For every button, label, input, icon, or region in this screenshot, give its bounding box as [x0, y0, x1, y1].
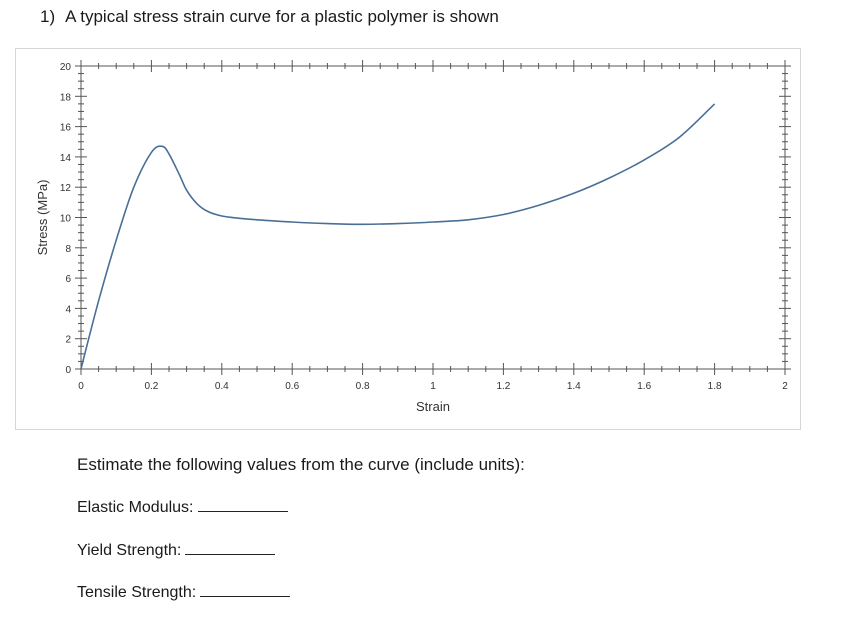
- y-tick-label: 12: [60, 183, 72, 194]
- elastic-modulus-field: Elastic Modulus:: [77, 497, 288, 517]
- x-tick-label: 0.8: [356, 381, 370, 392]
- x-axis-label: Strain: [416, 399, 450, 414]
- chart-frame: 0 2 4 6 8 10 12 14 16 18 20 0 0.2 0.4 0.6 0.8 1 1.2 1.4 1.6…: [15, 48, 801, 430]
- y-axis-label: Stress (MPa): [35, 180, 50, 256]
- y-tick-label: 20: [60, 62, 72, 73]
- x-tick-label: 0.4: [215, 381, 229, 392]
- elastic-modulus-label: Elastic Modulus:: [77, 499, 194, 516]
- tensile-strength-blank[interactable]: [200, 582, 291, 597]
- y-tick-label: 2: [65, 335, 71, 346]
- y-tick-label: 18: [60, 92, 72, 103]
- x-tick-label: 1.4: [567, 381, 581, 392]
- x-tick-label: 0.2: [144, 381, 158, 392]
- chart-axes: [80, 65, 786, 370]
- x-tick-label: 1: [430, 381, 436, 392]
- y-tick-label: 0: [65, 365, 71, 376]
- y-tick-label: 6: [65, 274, 71, 285]
- tensile-strength-field: Tensile Strength:: [77, 582, 291, 602]
- yield-strength-field: Yield Strength:: [77, 540, 276, 560]
- yield-strength-label: Yield Strength:: [77, 542, 182, 559]
- x-tick-label: 1.2: [496, 381, 510, 392]
- instructions: Estimate the following values from the c…: [77, 455, 525, 474]
- x-tick-label: 1.8: [708, 381, 722, 392]
- chart-tick-labels: 0 2 4 6 8 10 12 14 16 18 20 0 0.2 0.4 0.6 0.8 1 1.2 1.4 1.6…: [60, 62, 788, 392]
- question-heading: 1) A typical stress strain curve for a pl…: [40, 7, 499, 27]
- question-text: A typical stress strain curve for a plas…: [65, 7, 499, 26]
- chart-ticks: [75, 60, 791, 375]
- y-tick-label: 16: [60, 123, 72, 134]
- y-tick-label: 8: [65, 244, 71, 255]
- elastic-modulus-blank[interactable]: [197, 497, 288, 512]
- y-tick-label: 4: [65, 304, 71, 315]
- question-number: 1): [40, 7, 56, 26]
- tensile-strength-label: Tensile Strength:: [77, 584, 197, 601]
- stress-strain-curve: [80, 103, 716, 370]
- y-tick-label: 14: [60, 153, 72, 164]
- stress-strain-chart: 0 2 4 6 8 10 12 14 16 18 20 0 0.2 0.4 0.6 0.8 1 1.2 1.4 1.6…: [35, 60, 791, 414]
- y-tick-label: 10: [60, 214, 72, 225]
- x-tick-label: 0.6: [285, 381, 299, 392]
- x-tick-label: 1.6: [637, 381, 651, 392]
- yield-strength-blank[interactable]: [185, 540, 276, 555]
- x-tick-label: 0: [78, 381, 84, 392]
- x-tick-label: 2: [782, 381, 788, 392]
